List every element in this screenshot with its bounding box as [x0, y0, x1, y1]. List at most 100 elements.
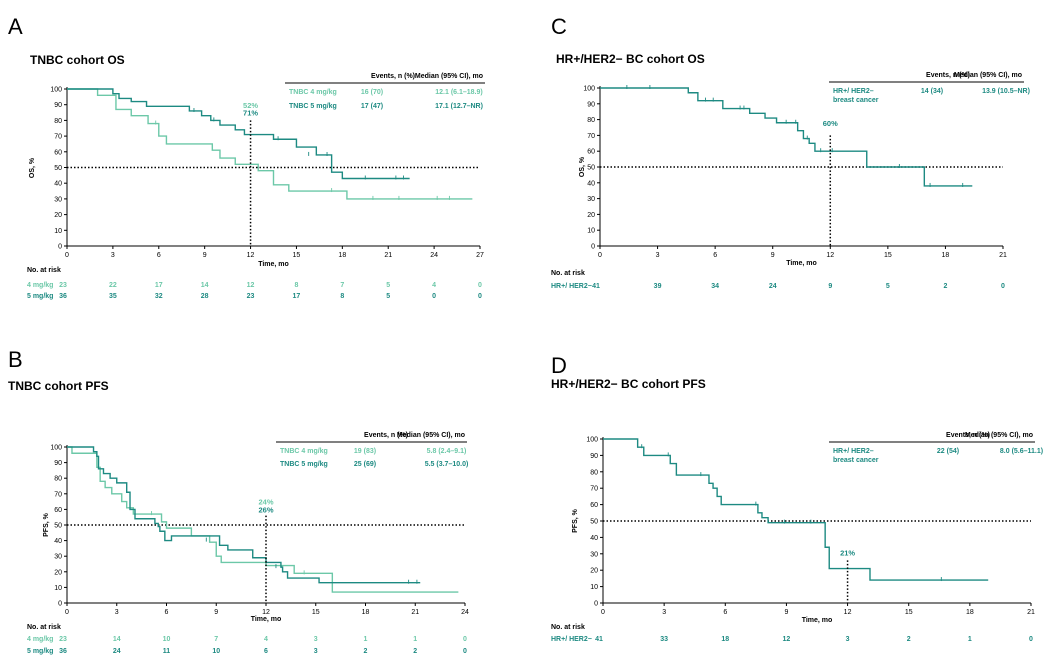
risk-value-c: 34 — [711, 283, 719, 290]
legend-header-median-c: Median (95% CI), mo — [954, 72, 1022, 79]
panel-letter-b: B — [8, 347, 23, 372]
legend-label-a: TNBC 4 mg/kg — [289, 89, 337, 96]
risk-value-b: 4 — [264, 636, 268, 643]
risk-value-c: 9 — [828, 283, 832, 290]
x-tick-label-d: 9 — [784, 609, 788, 616]
risk-value-b: 14 — [113, 636, 121, 643]
risk-value-d: 33 — [660, 636, 668, 643]
y-tick-label-d: 40 — [590, 535, 598, 542]
y-tick-label-a: 90 — [54, 102, 62, 109]
x-tick-label-c: 0 — [598, 252, 602, 259]
legend-header-events-c: Events, n (%) — [926, 72, 970, 79]
risk-value-b: 0 — [463, 636, 467, 643]
panel-letter-a: A — [8, 14, 23, 39]
risk-value-a: 0 — [478, 282, 482, 289]
legend-header-events-b: Events, n (%) — [364, 432, 408, 439]
panel-letter-c: C — [551, 14, 567, 39]
x-tick-label-a: 9 — [203, 252, 207, 259]
y-axis-label-a: OS, % — [29, 157, 36, 178]
y-tick-label-a: 100 — [50, 87, 62, 94]
y-tick-label-c: 10 — [587, 228, 595, 235]
risk-value-c: 5 — [886, 283, 890, 290]
y-tick-label-d: 90 — [590, 453, 598, 460]
risk-value-d: 2 — [907, 636, 911, 643]
y-tick-label-c: 30 — [587, 196, 595, 203]
x-tick-label-d: 18 — [966, 609, 974, 616]
y-tick-label-c: 80 — [587, 117, 595, 124]
risk-value-a: 17 — [155, 282, 163, 289]
legend-label-d: breast cancer — [833, 457, 879, 464]
y-tick-label-a: 70 — [54, 134, 62, 141]
y-tick-label-b: 60 — [54, 507, 62, 514]
y-axis-label-c: OS, % — [579, 156, 586, 177]
y-tick-label-a: 10 — [54, 228, 62, 235]
legend-events-a: 16 (70) — [361, 89, 383, 96]
y-tick-label-b: 20 — [54, 569, 62, 576]
legend-header-median-d: Median (95% CI), mo — [965, 432, 1033, 439]
y-tick-label-a: 60 — [54, 149, 62, 156]
legend-median-a: 17.1 (12.7–NR) — [435, 103, 483, 110]
risk-header-b: No. at risk — [27, 624, 61, 631]
y-tick-label-b: 70 — [54, 491, 62, 498]
y-tick-label-a: 20 — [54, 212, 62, 219]
x-axis-label-d: Time, mo — [802, 617, 833, 624]
risk-value-a: 23 — [247, 293, 255, 300]
y-tick-label-c: 70 — [587, 133, 595, 140]
risk-value-a: 28 — [201, 293, 209, 300]
risk-value-b: 0 — [463, 648, 467, 655]
x-tick-label-a: 21 — [384, 252, 392, 259]
x-axis-label-b: Time, mo — [251, 616, 282, 623]
risk-value-a: 36 — [59, 293, 67, 300]
y-axis-label-d: PFS, % — [572, 508, 579, 533]
risk-value-a: 22 — [109, 282, 117, 289]
x-tick-label-c: 15 — [884, 252, 892, 259]
x-tick-label-c: 9 — [771, 252, 775, 259]
risk-value-a: 0 — [478, 293, 482, 300]
risk-value-c: 41 — [592, 283, 600, 290]
y-tick-label-c: 60 — [587, 149, 595, 156]
x-tick-label-c: 21 — [999, 252, 1007, 259]
x-tick-label-a: 3 — [111, 252, 115, 259]
legend-label-a: TNBC 5 mg/kg — [289, 103, 337, 110]
x-tick-label-a: 15 — [293, 252, 301, 259]
x-tick-label-b: 3 — [115, 609, 119, 616]
legend-median-c: 13.9 (10.5–NR) — [982, 88, 1030, 95]
risk-value-b: 23 — [59, 636, 67, 643]
risk-value-b: 11 — [163, 648, 171, 655]
x-tick-label-d: 15 — [905, 609, 913, 616]
legend-label-b: TNBC 4 mg/kg — [280, 448, 328, 455]
y-tick-label-c: 20 — [587, 212, 595, 219]
risk-label-a: 5 mg/kg — [27, 293, 53, 300]
risk-value-b: 6 — [264, 648, 268, 655]
y-tick-label-d: 50 — [590, 519, 598, 526]
chart-title-d: HR+/HER2− BC cohort PFS — [551, 377, 706, 391]
risk-label-c: HR+/ HER2− — [551, 283, 592, 290]
x-tick-label-b: 21 — [411, 609, 419, 616]
y-tick-label-d: 60 — [590, 502, 598, 509]
y-tick-label-b: 90 — [54, 460, 62, 467]
risk-value-c: 2 — [943, 283, 947, 290]
y-tick-label-b: 40 — [54, 538, 62, 545]
legend-label-c: HR+/ HER2– — [833, 88, 874, 95]
landmark-label-b: 24% — [258, 498, 273, 507]
legend-median-b: 5.5 (3.7–10.0) — [425, 461, 469, 468]
legend-events-d: 22 (54) — [937, 448, 959, 455]
risk-value-b: 1 — [413, 636, 417, 643]
legend-events-b: 25 (69) — [354, 461, 376, 468]
risk-value-a: 32 — [155, 293, 163, 300]
x-tick-label-b: 9 — [214, 609, 218, 616]
y-tick-label-d: 10 — [590, 584, 598, 591]
x-tick-label-c: 18 — [942, 252, 950, 259]
x-tick-label-d: 0 — [601, 609, 605, 616]
risk-label-b: 4 mg/kg — [27, 636, 53, 643]
x-tick-label-a: 12 — [247, 252, 255, 259]
risk-value-b: 2 — [364, 648, 368, 655]
x-tick-label-b: 24 — [461, 609, 469, 616]
risk-value-a: 23 — [59, 282, 67, 289]
risk-value-a: 5 — [386, 293, 390, 300]
x-tick-label-c: 3 — [656, 252, 660, 259]
x-tick-label-a: 24 — [430, 252, 438, 259]
y-tick-label-d: 70 — [590, 486, 598, 493]
y-tick-label-d: 100 — [586, 437, 598, 444]
